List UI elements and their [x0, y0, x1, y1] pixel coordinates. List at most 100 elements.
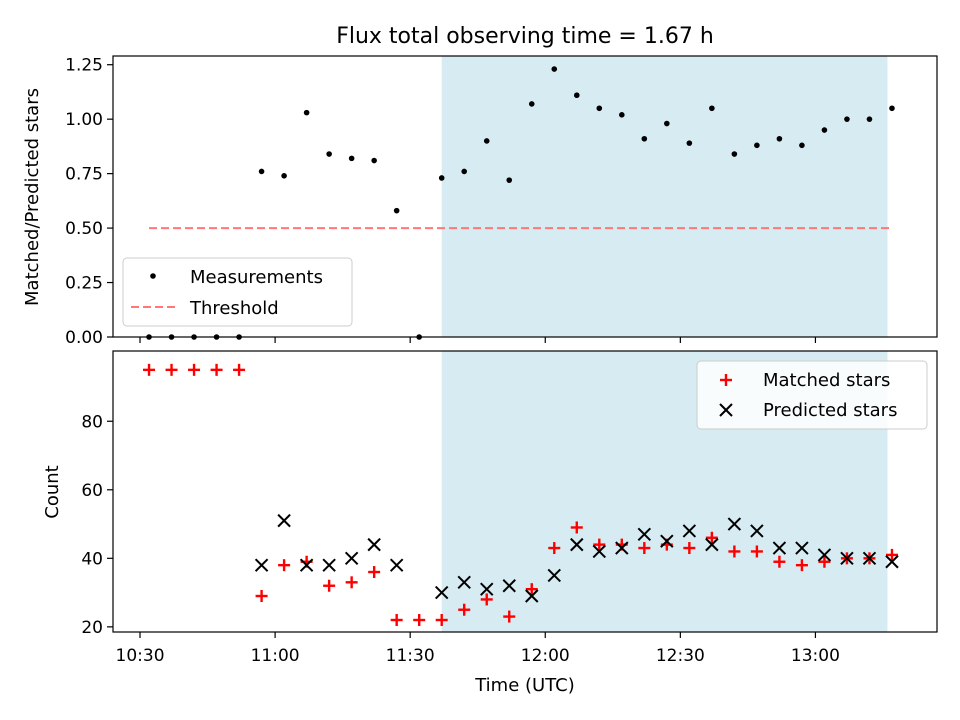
matched-star-point	[323, 579, 336, 592]
predicted-star-point	[525, 589, 539, 603]
predicted-star-point	[682, 524, 697, 538]
x-tick-label: 13:00	[791, 646, 840, 666]
predicted-star-point	[750, 524, 764, 538]
bottom-y-tick-label: 40	[81, 549, 103, 569]
x-axis-label: Time (UTC)	[474, 675, 575, 696]
matched-star-point	[278, 559, 291, 572]
legend-measurements-label: Measurements	[190, 267, 323, 288]
measurement-point	[776, 135, 783, 142]
x-tick-label: 12:30	[656, 646, 705, 666]
measurement-point	[461, 168, 468, 175]
matched-star-point	[548, 542, 561, 555]
matched-star-point	[593, 538, 606, 551]
matched-star-point	[503, 610, 516, 623]
measurement-point	[596, 105, 603, 112]
matched-star-point	[390, 614, 403, 627]
predicted-star-point	[885, 555, 899, 569]
matched-star-point	[638, 542, 651, 555]
measurement-point	[371, 157, 377, 164]
predicted-star-point	[502, 579, 516, 593]
top-y-tick-label: 1.25	[65, 56, 103, 76]
bottom-axes-frame	[112, 350, 938, 633]
predicted-star-point	[727, 517, 742, 531]
x-tick-label: 10:30	[116, 646, 165, 666]
top-axes-frame	[112, 55, 938, 338]
measurement-point	[686, 140, 693, 146]
predicted-star-point	[457, 575, 471, 590]
top-y-axis-label: Matched/Predicted stars	[22, 88, 43, 306]
predicted-star-point	[367, 537, 381, 552]
predicted-star-point	[817, 548, 832, 562]
predicted-star-point	[344, 551, 359, 566]
measurement-point	[303, 109, 310, 116]
predicted-star-point	[592, 544, 607, 559]
top-y-tick-label: 0.75	[65, 165, 103, 185]
measurement-point	[619, 112, 625, 118]
matched-star-point	[773, 555, 786, 568]
observing-window-shade	[441, 56, 888, 337]
measurement-point	[664, 120, 670, 127]
predicted-star-point	[299, 558, 314, 572]
measurement-point	[709, 105, 715, 112]
measurement-point	[528, 101, 535, 107]
matched-star-point	[818, 555, 831, 568]
top-y-tick-label: 0.00	[65, 328, 103, 348]
top-legend: Measurements Threshold	[122, 257, 353, 327]
bottom-y-tick-label: 60	[81, 481, 103, 501]
matched-star-point	[885, 548, 898, 561]
matched-star-point	[210, 363, 223, 376]
measurement-point	[258, 168, 265, 175]
measurement-point	[483, 138, 490, 144]
chart-title: Flux total observing time = 1.67 h	[336, 24, 714, 49]
predicted-star-point	[570, 537, 584, 552]
matched-star-point	[705, 531, 718, 544]
measurement-point	[348, 155, 355, 162]
matched-star-point	[435, 614, 448, 627]
x-tick-label: 11:30	[386, 646, 435, 666]
predicted-star-point	[795, 541, 809, 555]
top-panel: 0.00 0.25 0.50 0.75 1.00 1.25 Matched/Predict…	[22, 55, 938, 348]
predicted-star-point	[322, 558, 336, 572]
bottom-y-tick-label: 20	[81, 618, 103, 638]
measurement-point	[326, 151, 332, 157]
measurement-point	[889, 105, 895, 112]
matched-star-point	[368, 566, 381, 579]
predicted-star-point	[547, 568, 561, 583]
predicted-star-point	[480, 582, 494, 596]
top-y-tick-label: 1.00	[65, 110, 103, 130]
x-tick-label: 11:00	[251, 646, 300, 666]
bottom-y-tick-label: 80	[81, 412, 103, 432]
legend-matched-label: Matched stars	[763, 370, 890, 391]
predicted-star-point	[277, 513, 291, 528]
legend-matched-marker	[720, 374, 732, 386]
bottom-y-axis-label: Count	[42, 465, 63, 518]
measurement-point	[754, 142, 760, 149]
measurement-point	[821, 127, 828, 133]
matched-star-point	[143, 363, 156, 376]
measurement-point	[641, 135, 648, 142]
predicted-star-point	[615, 541, 629, 555]
matched-star-point	[570, 521, 583, 534]
measurement-point	[393, 207, 400, 214]
matched-star-point	[345, 576, 358, 589]
matched-star-point	[458, 603, 471, 616]
matched-star-point	[233, 363, 246, 376]
predicted-star-point	[772, 541, 787, 555]
predicted-star-point	[637, 527, 652, 542]
bottom-legend: Matched stars Predicted stars	[696, 360, 928, 430]
measurement-point	[573, 92, 580, 99]
measurement-point	[281, 173, 287, 179]
predicted-star-point	[434, 585, 449, 600]
predicted-star-point	[660, 534, 674, 548]
matched-star-point	[728, 545, 741, 558]
measurement-point	[844, 116, 850, 122]
predicted-star-point	[705, 537, 719, 552]
predicted-star-point	[840, 551, 854, 566]
legend-predicted-label: Predicted stars	[763, 400, 897, 421]
matched-star-point	[683, 542, 696, 555]
legend-predicted-marker	[719, 403, 733, 417]
legend-measurements-marker	[150, 273, 156, 279]
legend-threshold-label: Threshold	[189, 298, 279, 319]
